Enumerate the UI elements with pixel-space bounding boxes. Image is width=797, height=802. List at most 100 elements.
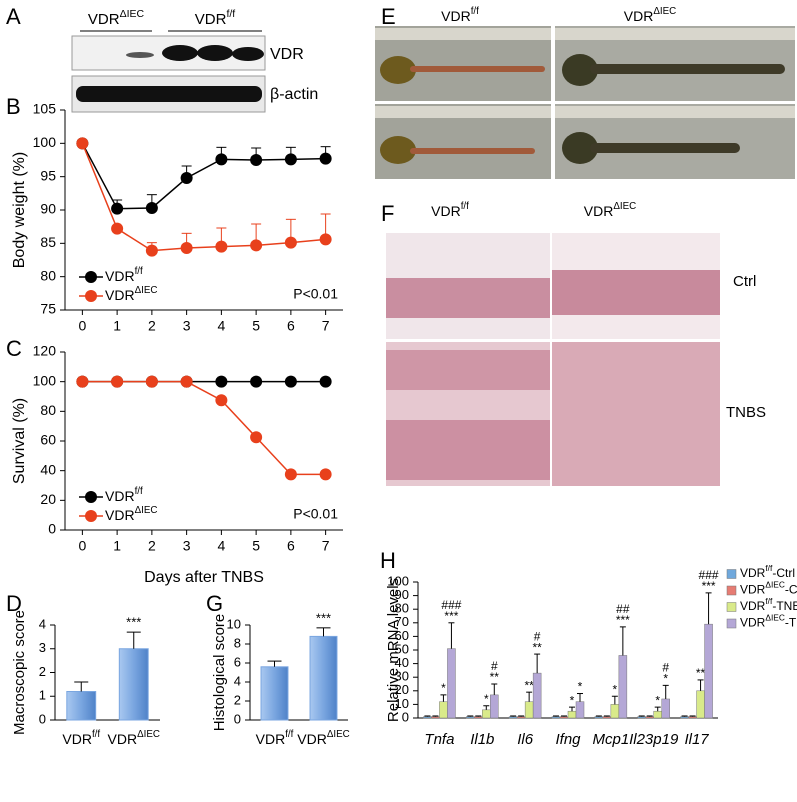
bar [447,648,456,719]
y-axis-label: Relative mRNA levels [385,578,402,722]
tissue [386,350,550,390]
significance: * [570,693,575,707]
significance: # [662,661,669,675]
marker [250,431,263,444]
marker [180,375,193,388]
column-label: VDRf/f [431,201,469,219]
y-tick-label: 90 [40,201,56,217]
significance: * [441,681,446,695]
band [76,86,262,102]
bar [524,701,534,719]
x-tick-label: 6 [287,538,295,554]
legend-label: VDRΔIEC [105,505,157,523]
tissue [562,54,598,86]
tissue [590,64,785,74]
y-tick-label: 75 [40,301,56,317]
x-tick-label: Il23p19 [629,731,679,748]
significance: * [578,680,583,694]
legend-swatch [726,569,737,579]
row-label: TNBS [726,404,766,421]
y-tick-label: 2 [39,664,46,679]
x-tick-label: 5 [252,318,260,334]
histology [552,342,720,486]
legend-label: VDRf/f-TNBS [740,596,797,613]
bar [567,710,577,719]
y-tick-label: 70 [395,614,409,629]
x-tick-label: 7 [322,318,330,334]
marker [284,468,297,481]
band [232,47,264,61]
y-tick-label: 0 [402,709,409,724]
bar [653,710,662,719]
y-tick-label: 100 [33,372,57,388]
marker [76,137,89,150]
y-tick-label: 0 [234,711,241,726]
x-tick-label: 0 [78,538,86,554]
y-tick-label: 90 [395,587,409,602]
panel-letter: G [206,591,223,616]
bar [551,716,561,719]
bar [661,698,670,719]
y-tick-label: 0 [48,521,56,537]
significance: # [491,659,498,673]
marker [319,468,332,481]
y-tick-label: 30 [395,669,409,684]
tissue [562,132,598,164]
column-label: VDRΔIEC [584,201,636,219]
marker [284,236,297,249]
x-tick-label: Tnfa [424,731,454,748]
bar [309,635,338,721]
y-tick-label: 80 [40,267,56,283]
panel-letter: H [380,548,396,573]
y-tick-label: 80 [40,402,56,418]
significance: * [655,693,660,707]
marker [250,239,263,252]
lane-label: VDRΔIEC [88,8,145,28]
x-tick-label: VDRΔIEC [108,729,160,747]
panel-letter: D [6,591,22,616]
x-tick-label: 3 [183,538,191,554]
significance: ### [699,568,719,582]
x-tick-label: Ifng [555,731,581,748]
marker [284,153,297,166]
ruler [375,106,551,118]
y-axis-label: Body weight (%) [11,152,28,269]
marker [319,233,332,246]
x-tick-label: 6 [287,318,295,334]
marker [111,222,124,235]
bar [559,716,569,719]
marker [215,240,228,253]
marker [180,242,193,254]
tissue [386,278,550,318]
y-tick-label: 4 [39,616,46,631]
bar [637,716,646,719]
column-label: VDRf/f [441,6,479,24]
annotation: P<0.01 [293,286,338,302]
marker [76,375,89,388]
series-line [81,142,326,210]
bar [466,716,475,719]
y-tick-label: 8 [234,635,241,650]
x-tick-label: VDRΔIEC [297,729,349,747]
band [126,52,154,58]
y-tick-label: 3 [39,640,46,655]
bar [482,709,491,719]
bar [680,716,689,719]
bar [688,716,697,719]
y-axis-label: Macroscopic score [11,610,28,735]
x-tick-label: VDRf/f [256,729,294,747]
annotation: P<0.01 [293,506,338,522]
lane-label: VDRf/f [195,8,236,28]
bar [618,655,628,719]
x-tick-label: Il6 [517,731,534,748]
bar [508,716,518,719]
y-tick-label: 40 [40,461,56,477]
ruler [555,28,795,40]
marker [250,375,263,388]
row-label: β-actin [270,86,318,103]
marker [215,153,228,166]
significance: # [534,629,541,643]
bar [439,701,448,719]
y-tick-label: 105 [33,101,57,117]
